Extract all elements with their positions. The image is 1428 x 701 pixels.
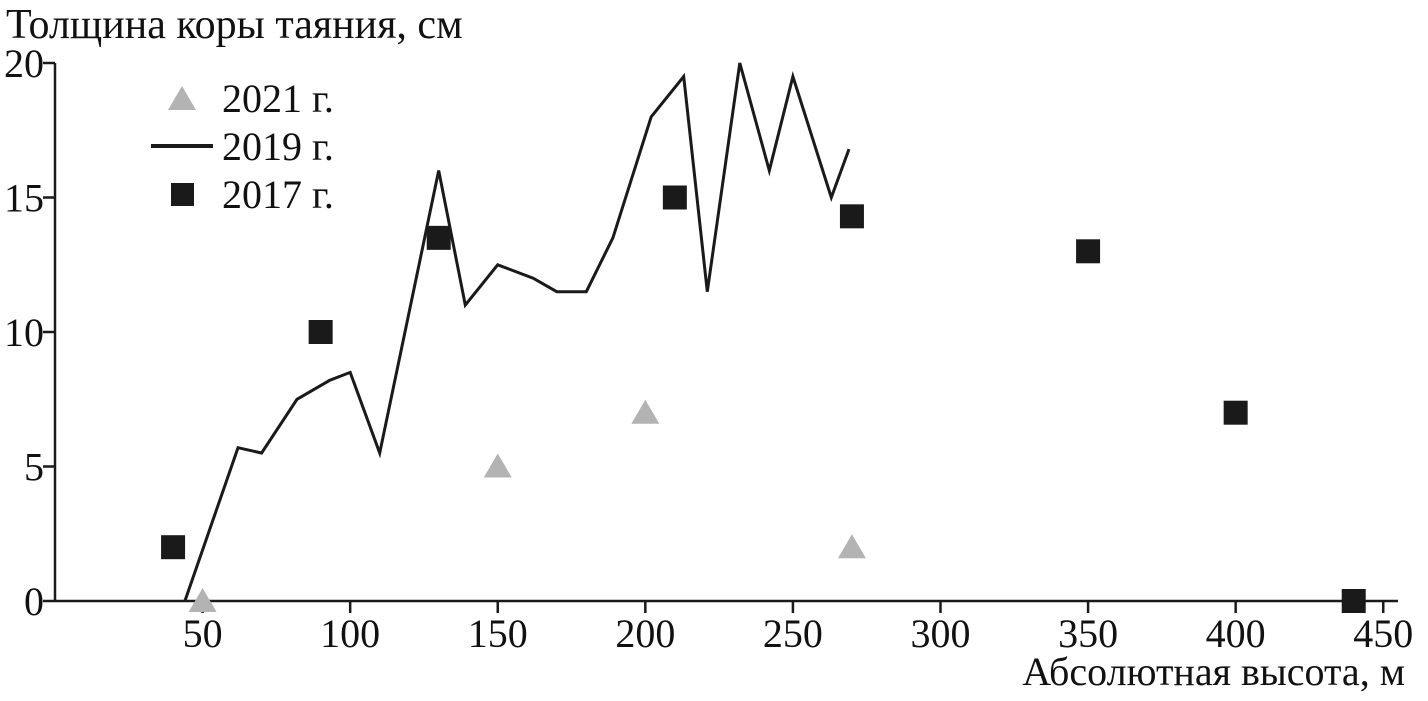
triangle-marker-2021 [188, 588, 217, 612]
x-tick-label: 400 [1206, 611, 1266, 656]
square-marker-2017 [161, 535, 186, 560]
legend-label-2019: 2019 г. [222, 123, 334, 169]
legend-label-2021: 2021 г. [222, 75, 334, 121]
triangle-marker-2021 [631, 399, 660, 424]
x-tick-label: 450 [1353, 611, 1413, 656]
x-tick-label: 100 [320, 611, 380, 656]
legend-item-2019: 2019 г. [150, 122, 334, 170]
x-tick-label: 150 [468, 611, 528, 656]
y-tick-label: 5 [24, 445, 44, 490]
square-marker-2017 [839, 204, 864, 229]
legend-item-2017: 2017 г. [150, 170, 334, 218]
triangle-marker-icon [168, 86, 196, 110]
legend-item-2021: 2021 г. [150, 74, 334, 122]
legend-icon-box [150, 182, 214, 206]
x-tick-label: 250 [763, 611, 823, 656]
triangle-marker-2021 [837, 534, 866, 559]
line-series-2019 [183, 62, 851, 602]
y-tick-label: 15 [4, 176, 44, 221]
y-tick-label: 10 [4, 310, 44, 355]
line-marker-icon [151, 144, 213, 148]
square-marker-2017 [1223, 400, 1248, 425]
square-marker-icon [170, 182, 194, 206]
legend: 2021 г. 2019 г. 2017 г. [150, 74, 334, 218]
y-axis-title: Толщина коры таяния, см [6, 2, 463, 48]
x-tick-label: 300 [910, 611, 970, 656]
legend-icon-box [150, 144, 214, 148]
square-marker-2017 [662, 185, 687, 210]
x-tick-label: 200 [615, 611, 675, 656]
x-axis-label: Абсолютная высота, м [1022, 649, 1405, 694]
square-marker-2017 [1076, 239, 1101, 264]
y-tick-label: 0 [24, 579, 44, 624]
x-tick-label: 50 [183, 611, 223, 656]
y-tick-label: 20 [4, 41, 44, 86]
triangle-marker-2021 [483, 453, 512, 478]
legend-icon-box [150, 86, 214, 110]
square-marker-2017 [1341, 589, 1366, 613]
square-marker-2017 [308, 320, 333, 344]
x-tick-label: 350 [1058, 611, 1118, 656]
square-marker-2017 [426, 225, 451, 250]
legend-label-2017: 2017 г. [222, 171, 334, 217]
